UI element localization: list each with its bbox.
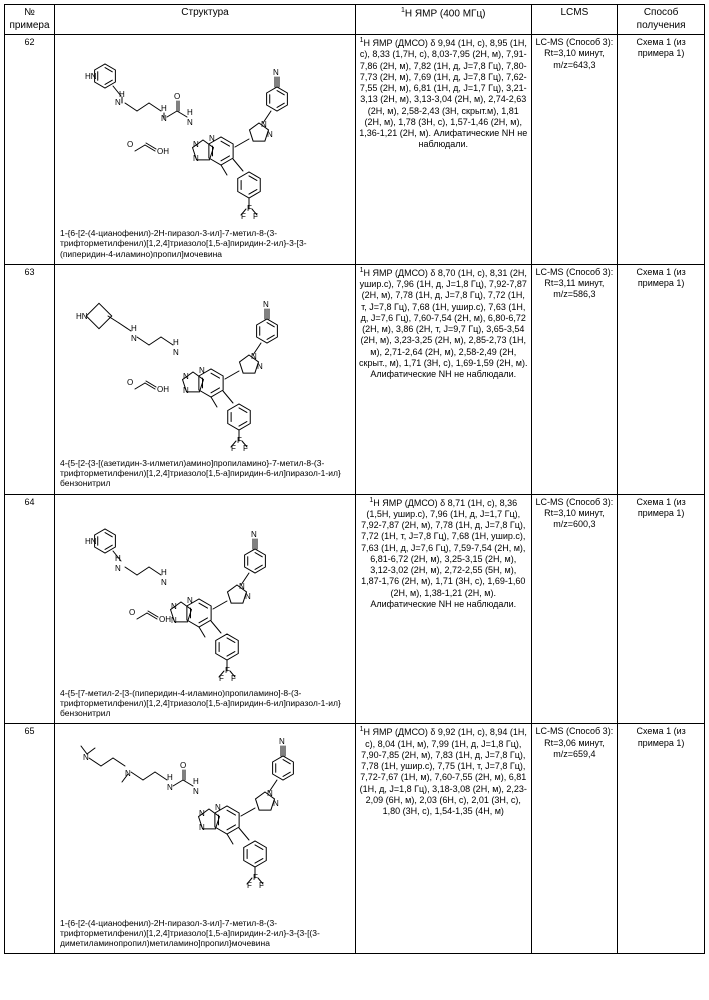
cell-num: 64 — [5, 494, 55, 724]
svg-text:N: N — [209, 134, 215, 143]
cell-method: Схема 1 (из примера 1) — [618, 494, 705, 724]
svg-text:H: H — [193, 777, 199, 786]
structure-caption: 4-{5-[2-{3-[(азетидин-3-илметил)амино]пр… — [58, 456, 352, 492]
svg-text:OH: OH — [159, 615, 171, 624]
cell-lcms: LC-MS (Способ 3): Rt=3,10 минут, m/z=643… — [531, 35, 618, 265]
cell-num: 62 — [5, 35, 55, 265]
svg-text:H: H — [115, 554, 121, 563]
svg-text:F: F — [237, 436, 242, 445]
cell-lcms: LC-MS (Способ 3): Rt=3,10 минут, m/z=600… — [531, 494, 618, 724]
svg-text:N: N — [251, 530, 257, 539]
svg-text:N: N — [199, 366, 205, 375]
structure-caption: 1-{6-[2-(4-цианофенил)-2H-пиразол-3-ил]-… — [58, 916, 352, 952]
cell-num: 63 — [5, 264, 55, 494]
cell-method: Схема 1 (из примера 1) — [618, 264, 705, 494]
svg-text:N: N — [167, 783, 173, 792]
cell-structure: HNNHNHONHNNNFFFNNNOHO1-{6-[2-(4-цианофен… — [55, 35, 356, 265]
cell-nmr: 1Н ЯМР (ДМСО) δ 8,71 (1H, с), 8,36 (1,5H… — [356, 494, 532, 724]
table-row: 62HNNHNHONHNNNFFFNNNOHO1-{6-[2-(4-цианоф… — [5, 35, 705, 265]
cell-structure: HNNHNHNNNFFFNNNOHO4-{5-[7-метил-2-[3-(пи… — [55, 494, 356, 724]
svg-text:O: O — [129, 608, 135, 617]
svg-text:N: N — [187, 118, 193, 127]
svg-text:H: H — [161, 104, 167, 113]
svg-text:N: N — [215, 803, 221, 812]
svg-text:N: N — [131, 334, 137, 343]
cell-method: Схема 1 (из примера 1) — [618, 724, 705, 954]
svg-text:F: F — [225, 666, 230, 675]
header-row: № примера Структура 1Н ЯМР (400 МГц) LCM… — [5, 5, 705, 35]
structure-drawing: HNNHNHNNNFFFNNNOHO — [58, 267, 352, 456]
svg-text:HN: HN — [85, 72, 97, 81]
svg-text:N: N — [115, 98, 121, 107]
cell-num: 65 — [5, 724, 55, 954]
header-nmr: 1Н ЯМР (400 МГц) — [356, 5, 532, 35]
header-struct: Структура — [55, 5, 356, 35]
svg-text:N: N — [171, 616, 177, 625]
svg-text:H: H — [167, 773, 173, 782]
svg-text:N: N — [263, 300, 269, 309]
svg-text:N: N — [193, 787, 199, 796]
svg-text:N: N — [183, 386, 189, 395]
svg-text:F: F — [253, 873, 258, 882]
svg-text:O: O — [174, 92, 180, 101]
cell-structure: NNNHONHNNNFFFNNN1-{6-[2-(4-цианофенил)-2… — [55, 724, 356, 954]
cell-structure: HNNHNHNNNFFFNNNOHO4-{5-[2-{3-[(азетидин-… — [55, 264, 356, 494]
svg-text:H: H — [161, 568, 167, 577]
svg-text:N: N — [273, 68, 279, 77]
cell-lcms: LC-MS (Способ 3): Rt=3,06 минут, m/z=659… — [531, 724, 618, 954]
svg-text:N: N — [245, 592, 251, 601]
svg-text:O: O — [127, 378, 133, 387]
svg-text:N: N — [273, 799, 279, 808]
svg-text:O: O — [127, 140, 133, 149]
svg-text:N: N — [187, 596, 193, 605]
cell-method: Схема 1 (из примера 1) — [618, 35, 705, 265]
svg-text:HN: HN — [76, 312, 88, 321]
svg-text:N: N — [279, 737, 285, 746]
svg-text:O: O — [180, 761, 186, 770]
cell-nmr: 1Н ЯМР (ДМСО) δ 8,70 (1H, с), 8,31 (2H, … — [356, 264, 532, 494]
table-row: 65NNNHONHNNNFFFNNN1-{6-[2-(4-цианофенил)… — [5, 724, 705, 954]
svg-text:N: N — [267, 130, 273, 139]
svg-text:N: N — [161, 578, 167, 587]
structure-drawing: NNNHONHNNNFFFNNN — [58, 726, 352, 915]
svg-text:F: F — [231, 444, 236, 451]
table-row: 64HNNHNHNNNFFFNNNOHO4-{5-[7-метил-2-[3-(… — [5, 494, 705, 724]
svg-text:N: N — [171, 602, 177, 611]
svg-text:N: N — [183, 372, 189, 381]
structure-drawing: HNNHNHNNNFFFNNNOHO — [58, 497, 352, 686]
svg-text:H: H — [131, 324, 137, 333]
compound-table: № примера Структура 1Н ЯМР (400 МГц) LCM… — [4, 4, 705, 954]
svg-text:N: N — [199, 809, 205, 818]
svg-text:F: F — [247, 204, 252, 213]
svg-text:H: H — [173, 338, 179, 347]
svg-text:N: N — [173, 348, 179, 357]
svg-text:F: F — [219, 674, 224, 681]
svg-text:N: N — [83, 753, 89, 762]
cell-nmr: 1Н ЯМР (ДМСО) δ 9,92 (1H, с), 8,94 (1H, … — [356, 724, 532, 954]
svg-text:N: N — [193, 154, 199, 163]
svg-text:N: N — [199, 823, 205, 832]
svg-text:H: H — [119, 90, 125, 99]
svg-text:N: N — [257, 362, 263, 371]
header-num: № примера — [5, 5, 55, 35]
header-lcms: LCMS — [531, 5, 618, 35]
header-method: Способ получения — [618, 5, 705, 35]
table-row: 63HNNHNHNNNFFFNNNOHO4-{5-[2-{3-[(азетиди… — [5, 264, 705, 494]
cell-nmr: 1Н ЯМР (ДМСО) δ 9,94 (1H, с), 8,95 (1H, … — [356, 35, 532, 265]
cell-lcms: LC-MS (Способ 3): Rt=3,11 минут, m/z=586… — [531, 264, 618, 494]
structure-caption: 1-{6-[2-(4-цианофенил)-2H-пиразол-3-ил]-… — [58, 226, 352, 262]
svg-text:OH: OH — [157, 147, 169, 156]
structure-drawing: HNNHNHONHNNNFFFNNNOHO — [58, 37, 352, 226]
svg-text:HN: HN — [85, 537, 97, 546]
svg-text:H: H — [187, 108, 193, 117]
svg-text:N: N — [193, 140, 199, 149]
structure-caption: 4-{5-[7-метил-2-[3-(пиперидин-4-иламино)… — [58, 686, 352, 722]
svg-text:N: N — [115, 564, 121, 573]
svg-text:OH: OH — [157, 385, 169, 394]
